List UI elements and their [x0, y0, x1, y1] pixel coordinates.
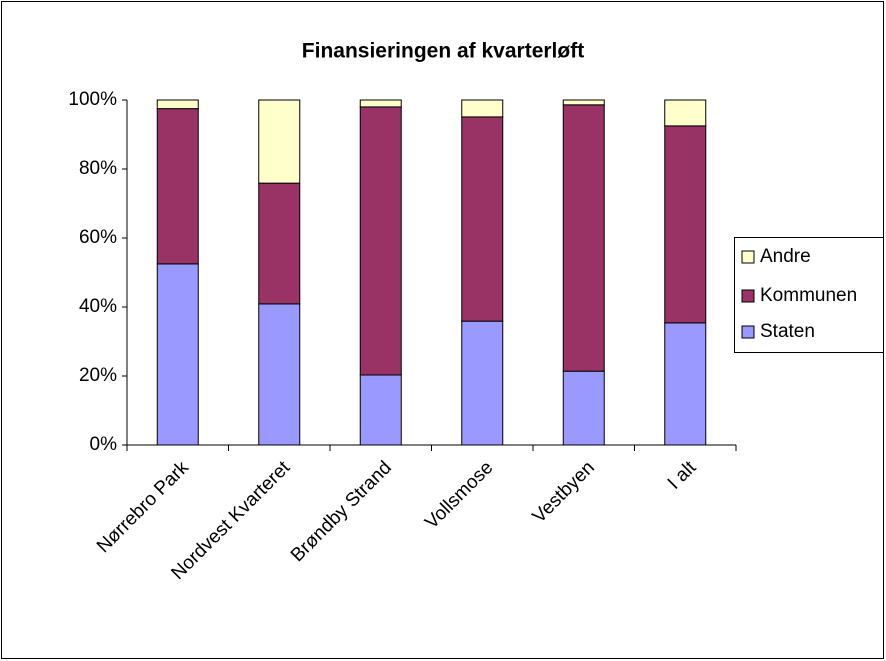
bar-segment [359, 99, 402, 108]
bar-segment [461, 99, 504, 118]
bar-segment [258, 99, 301, 184]
bar-segment [664, 322, 707, 446]
bar-segment [258, 182, 301, 305]
bar-segment [562, 99, 605, 106]
bar-segment [156, 263, 199, 446]
y-tick-label: 20% [79, 365, 117, 386]
bar-segment [359, 374, 402, 446]
legend-swatch [741, 250, 755, 264]
legend-swatch [741, 289, 755, 303]
y-tick-label: 40% [79, 296, 117, 317]
bar-segment [562, 370, 605, 446]
bar-segment [156, 108, 199, 265]
y-tick-label: 0% [90, 434, 118, 455]
bar-segment [359, 106, 402, 376]
y-tick-label: 100% [68, 89, 117, 110]
bar-segment [664, 99, 707, 127]
bar-segment [156, 99, 199, 110]
legend-swatch [741, 325, 755, 339]
legend-label: Andre [760, 246, 811, 267]
bar-segment [664, 125, 707, 324]
legend-label: Staten [760, 321, 815, 342]
chart-title: Finansieringen af kvarterløft [302, 40, 584, 63]
bar-segment [258, 303, 301, 446]
legend-box [734, 237, 884, 353]
y-tick-label: 60% [79, 227, 117, 248]
bar-segment [461, 320, 504, 446]
y-tick-label: 80% [79, 158, 117, 179]
bar-segment [562, 104, 605, 372]
legend-label: Kommunen [760, 285, 857, 306]
bar-segment [461, 116, 504, 322]
